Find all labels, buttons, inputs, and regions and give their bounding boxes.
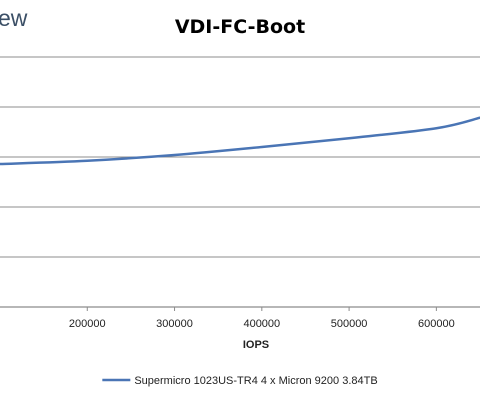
x-axis-title: IOPS xyxy=(243,339,269,351)
x-tick-label: 300000 xyxy=(156,318,193,330)
x-tick-label: 600000 xyxy=(418,318,455,330)
series-lines xyxy=(0,116,480,166)
legend: Supermicro 1023US-TR4 4 x Micron 9200 3.… xyxy=(102,375,378,387)
gridlines xyxy=(0,56,480,308)
x-tick-label: 200000 xyxy=(69,318,106,330)
x-axis: 200000 300000 400000 500000 600000 xyxy=(69,307,455,330)
x-tick-label: 400000 xyxy=(243,318,280,330)
chart-title: VDI-FC-Boot xyxy=(175,16,305,38)
brand-logo-fragment: ew xyxy=(0,5,28,31)
legend-label: Supermicro 1023US-TR4 4 x Micron 9200 3.… xyxy=(134,375,377,387)
x-tick-label: 500000 xyxy=(331,318,368,330)
series-line xyxy=(0,116,480,166)
